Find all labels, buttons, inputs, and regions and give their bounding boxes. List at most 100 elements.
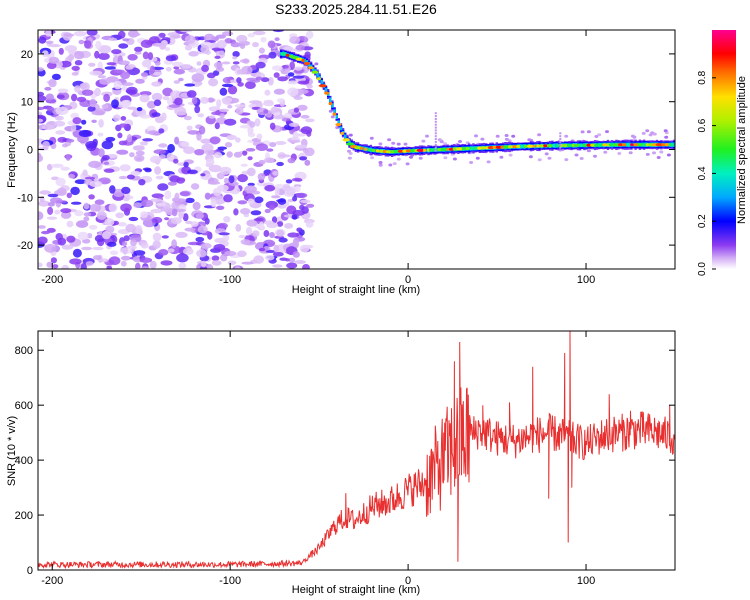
noise-cell <box>53 120 66 127</box>
noise-cell <box>88 160 102 168</box>
noise-cell <box>244 81 256 89</box>
noise-cell <box>237 250 247 258</box>
speckle-cell <box>528 155 533 159</box>
noise-cell <box>81 119 87 125</box>
track-core-cell <box>378 149 385 153</box>
noise-cell <box>108 37 118 42</box>
track-core-cell <box>455 147 464 151</box>
noise-cell <box>253 255 264 264</box>
noise-cell <box>287 158 296 164</box>
track-cell <box>316 71 319 77</box>
noise-cell <box>104 66 117 70</box>
noise-cell <box>206 264 214 269</box>
track-core-cell <box>375 149 380 153</box>
colorbar-tick-label: 0.6 <box>697 118 708 132</box>
noise-cell <box>182 213 189 222</box>
snr-line-group <box>38 331 675 570</box>
noise-cell <box>151 81 162 87</box>
speckle-cell <box>645 129 650 133</box>
noise-cell <box>288 257 296 263</box>
noise-cell <box>92 246 104 251</box>
noise-cell <box>173 66 180 70</box>
track-core-cell <box>316 77 321 81</box>
noise-cell <box>287 199 294 203</box>
speckle-cell <box>659 150 664 154</box>
speckle-cell <box>391 141 396 145</box>
track-core-cell <box>618 143 623 147</box>
noise-cell <box>297 133 306 137</box>
noise-cell <box>305 30 314 39</box>
noise-cell <box>300 114 310 119</box>
speckle-cell <box>348 133 353 137</box>
noise-cell <box>219 87 228 96</box>
noise-cell <box>96 211 107 220</box>
track-core-cell <box>520 144 525 148</box>
noise-cell <box>212 187 222 197</box>
noise-cell <box>70 124 77 132</box>
noise-cell <box>167 181 177 186</box>
noise-cell <box>89 98 97 108</box>
noise-cell <box>292 251 300 258</box>
noise-cell <box>295 144 308 149</box>
noise-cell <box>250 210 262 216</box>
noise-cell <box>119 123 128 128</box>
noise-cell <box>55 130 66 135</box>
noise-cell <box>287 87 299 97</box>
noise-cell <box>139 141 149 146</box>
noise-cell <box>224 142 233 148</box>
noise-cell <box>126 134 133 143</box>
noise-cell <box>103 168 115 173</box>
track-core-cell <box>622 143 627 147</box>
noise-cell <box>185 197 195 204</box>
track-core-cell <box>335 123 342 127</box>
noise-cell <box>164 47 170 52</box>
track-core-cell <box>566 143 572 147</box>
speckle-cell <box>458 140 462 143</box>
noise-cell <box>42 50 49 58</box>
noise-cell <box>194 105 201 114</box>
noise-cell <box>247 33 255 38</box>
track-core-cell <box>546 144 553 148</box>
noise-cell <box>264 184 276 192</box>
track-cell <box>425 148 428 153</box>
noise-cell <box>47 193 59 198</box>
noise-cell <box>164 217 170 221</box>
noise-cell <box>83 212 92 217</box>
y-tick-label: 600 <box>15 400 33 412</box>
noise-cell <box>99 78 111 85</box>
track-cell <box>324 87 328 92</box>
track-core-cell <box>586 143 592 147</box>
noise-cell <box>242 150 248 156</box>
noise-cell <box>81 89 94 96</box>
speckle-cell <box>348 152 353 155</box>
noise-cell <box>130 239 137 247</box>
noise-cell <box>138 179 146 186</box>
noise-cell <box>106 62 117 66</box>
speckle-cell <box>586 130 591 134</box>
noise-cell <box>167 98 173 106</box>
noise-cell <box>38 262 43 268</box>
noise-cell <box>242 58 250 64</box>
track-cell <box>333 109 336 114</box>
track-core-cell <box>426 148 430 152</box>
noise-cell <box>98 45 112 54</box>
speckle-cell <box>564 134 569 138</box>
track-core-cell <box>495 145 502 149</box>
track-core-cell <box>342 138 350 142</box>
track-cell <box>672 142 675 147</box>
colorbar-tick-label: 0.0 <box>697 262 708 276</box>
noise-cell <box>305 118 315 123</box>
noise-cell <box>86 30 98 36</box>
noise-cell <box>183 146 195 154</box>
noise-cell <box>183 115 192 121</box>
noise-cell <box>176 253 189 263</box>
speckle-cell <box>469 161 474 164</box>
x-tick-label: 100 <box>577 274 595 286</box>
noise-cell <box>265 255 275 261</box>
track-core-cell <box>574 143 580 147</box>
noise-cell <box>61 264 70 269</box>
noise-cell <box>245 148 256 152</box>
noise-cell <box>140 199 154 208</box>
noise-cell <box>273 244 280 253</box>
track-core-cell <box>562 143 569 148</box>
